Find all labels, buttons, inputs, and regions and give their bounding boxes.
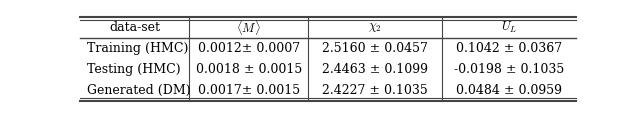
Text: 0.1042 ± 0.0367: 0.1042 ± 0.0367 bbox=[456, 42, 562, 55]
Text: 0.0017± 0.0015: 0.0017± 0.0015 bbox=[198, 84, 300, 97]
Text: 2.4463 ± 0.1099: 2.4463 ± 0.1099 bbox=[322, 63, 428, 76]
Text: Testing (HMC): Testing (HMC) bbox=[88, 63, 181, 76]
Text: 2.5160 ± 0.0457: 2.5160 ± 0.0457 bbox=[322, 42, 428, 55]
Text: data-set: data-set bbox=[109, 21, 160, 34]
Text: 0.0012± 0.0007: 0.0012± 0.0007 bbox=[198, 42, 300, 55]
Text: -0.0198 ± 0.1035: -0.0198 ± 0.1035 bbox=[454, 63, 564, 76]
Text: 0.0018 ± 0.0015: 0.0018 ± 0.0015 bbox=[195, 63, 302, 76]
Text: $U_L$: $U_L$ bbox=[501, 20, 517, 35]
Text: Generated (DM): Generated (DM) bbox=[88, 84, 191, 97]
Text: 2.4227 ± 0.1035: 2.4227 ± 0.1035 bbox=[323, 84, 428, 97]
Text: Training (HMC): Training (HMC) bbox=[88, 42, 189, 55]
Text: 0.0484 ± 0.0959: 0.0484 ± 0.0959 bbox=[456, 84, 562, 97]
Text: $\langle M\rangle$: $\langle M\rangle$ bbox=[236, 18, 261, 37]
Text: $\chi_2$: $\chi_2$ bbox=[368, 21, 382, 34]
